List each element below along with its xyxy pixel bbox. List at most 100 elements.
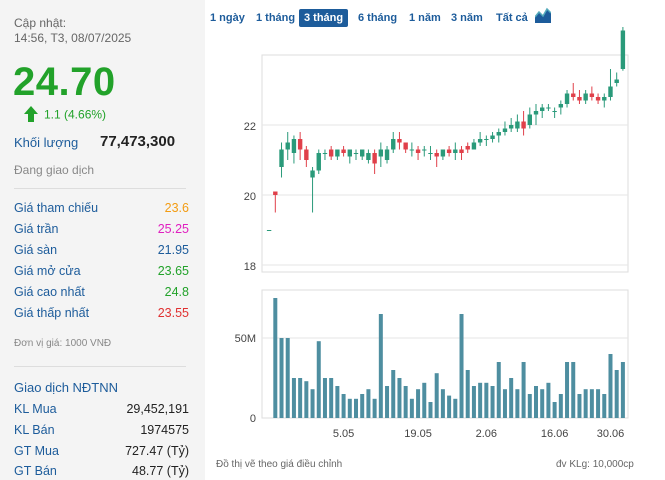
- candle-body: [378, 149, 384, 157]
- candle-body: [273, 191, 278, 195]
- price-change: 1.1 (4.66%): [24, 106, 106, 125]
- candle: [571, 83, 576, 101]
- volume-bar: [496, 362, 501, 418]
- candle: [409, 142, 415, 157]
- candle: [391, 132, 396, 153]
- tab-3-years[interactable]: 3 năm: [451, 12, 483, 24]
- foreign-label: KL Bán: [14, 423, 55, 437]
- candle-body: [521, 121, 526, 129]
- candle: [527, 107, 532, 129]
- candle: [366, 149, 371, 164]
- volume-bar: [546, 382, 551, 418]
- candle: [614, 72, 619, 87]
- candle: [328, 146, 334, 160]
- x-tick-label: 30.06: [597, 428, 625, 440]
- stat-value: 21.95: [157, 243, 189, 257]
- volume-bar: [422, 382, 427, 418]
- volume-bar: [540, 389, 545, 418]
- candle-body: [297, 139, 303, 150]
- candle: [465, 142, 470, 153]
- tab-1-day[interactable]: 1 ngày: [210, 12, 245, 24]
- chart-grid: [261, 54, 629, 419]
- candle-body: [515, 121, 520, 129]
- foreign-sell-volume: KL Bán 1974575: [14, 423, 189, 439]
- volume-bar: [589, 389, 594, 418]
- candle: [552, 107, 557, 118]
- stat-low: Giá thấp nhất 23.55: [14, 306, 189, 322]
- candle: [496, 128, 501, 143]
- candle-body: [620, 30, 626, 69]
- candle-body: [508, 125, 514, 129]
- candle: [477, 132, 483, 146]
- candle-body: [310, 170, 315, 178]
- candle: [291, 135, 297, 164]
- volume-bar: [279, 338, 284, 418]
- price-tick-label: 18: [244, 261, 256, 273]
- candle-body: [291, 139, 297, 153]
- candle: [602, 93, 607, 108]
- candle: [434, 149, 439, 167]
- volume-bar: [291, 378, 296, 418]
- volume-bar: [484, 382, 489, 418]
- candle-body: [335, 149, 340, 157]
- candle: [595, 93, 601, 104]
- trading-status: Đang giao dịch: [14, 163, 95, 177]
- axis-labels: 22 20 18 50M 0 5.05 19.05 2.06 16.06 30.06: [235, 121, 625, 440]
- stat-high: Giá cao nhất 24.8: [14, 285, 189, 301]
- candle-body: [285, 142, 290, 150]
- candle: [341, 146, 346, 157]
- candle: [266, 230, 272, 231]
- tab-all[interactable]: Tất cả: [496, 12, 528, 24]
- candle: [440, 149, 446, 160]
- candle-body: [422, 149, 427, 151]
- stat-label: Giá cao nhất: [14, 285, 85, 299]
- volume-bar: [490, 386, 495, 418]
- volume-bar: [434, 373, 439, 418]
- update-label: Cập nhật:: [14, 16, 67, 30]
- volume-pane-frame: [261, 289, 629, 419]
- candle: [372, 149, 377, 174]
- candle: [273, 191, 278, 213]
- candle-body: [397, 139, 402, 143]
- stat-ceiling: Giá trần 25.25: [14, 222, 189, 238]
- candle: [279, 142, 284, 178]
- foreign-label: KL Mua: [14, 402, 57, 416]
- candle-body: [583, 93, 588, 101]
- tab-1-month[interactable]: 1 tháng: [256, 12, 296, 24]
- candle-body: [540, 107, 545, 111]
- candle-body: [428, 153, 433, 154]
- candle-body: [552, 111, 557, 112]
- candle: [335, 149, 340, 160]
- stat-label: Giá thấp nhất: [14, 306, 90, 320]
- candle-body: [614, 79, 619, 83]
- chart-caption-left: Đồ thị vẽ theo giá điều chỉnh: [216, 459, 343, 470]
- stat-value: 25.25: [157, 222, 189, 236]
- candle-body: [440, 149, 446, 157]
- candle: [446, 146, 452, 157]
- volume-bar: [335, 386, 340, 418]
- tab-3-months[interactable]: 3 tháng: [299, 9, 349, 27]
- candle-body: [322, 153, 328, 154]
- volume-bar: [453, 398, 458, 418]
- candle-body: [533, 111, 539, 115]
- volume-bar: [378, 314, 383, 418]
- candle: [310, 167, 315, 213]
- x-tick-label: 5.05: [333, 428, 354, 440]
- stat-value: 24.8: [164, 285, 189, 299]
- tab-1-year[interactable]: 1 năm: [409, 12, 441, 24]
- candle-body: [477, 139, 483, 143]
- candle-body: [453, 149, 458, 153]
- candle: [459, 146, 464, 160]
- mountain-chart-icon[interactable]: [534, 7, 552, 25]
- candle: [484, 135, 489, 146]
- tab-6-months[interactable]: 6 tháng: [358, 12, 398, 24]
- candle-body: [366, 153, 371, 160]
- stat-label: Giá sàn: [14, 243, 58, 257]
- x-tick-label: 2.06: [476, 428, 497, 440]
- volume-bar: [596, 389, 601, 418]
- volume-tick-label: 0: [250, 413, 256, 425]
- candle-body: [546, 107, 551, 109]
- volume-bar: [614, 370, 619, 418]
- candle-body: [527, 114, 532, 125]
- candle: [378, 142, 384, 167]
